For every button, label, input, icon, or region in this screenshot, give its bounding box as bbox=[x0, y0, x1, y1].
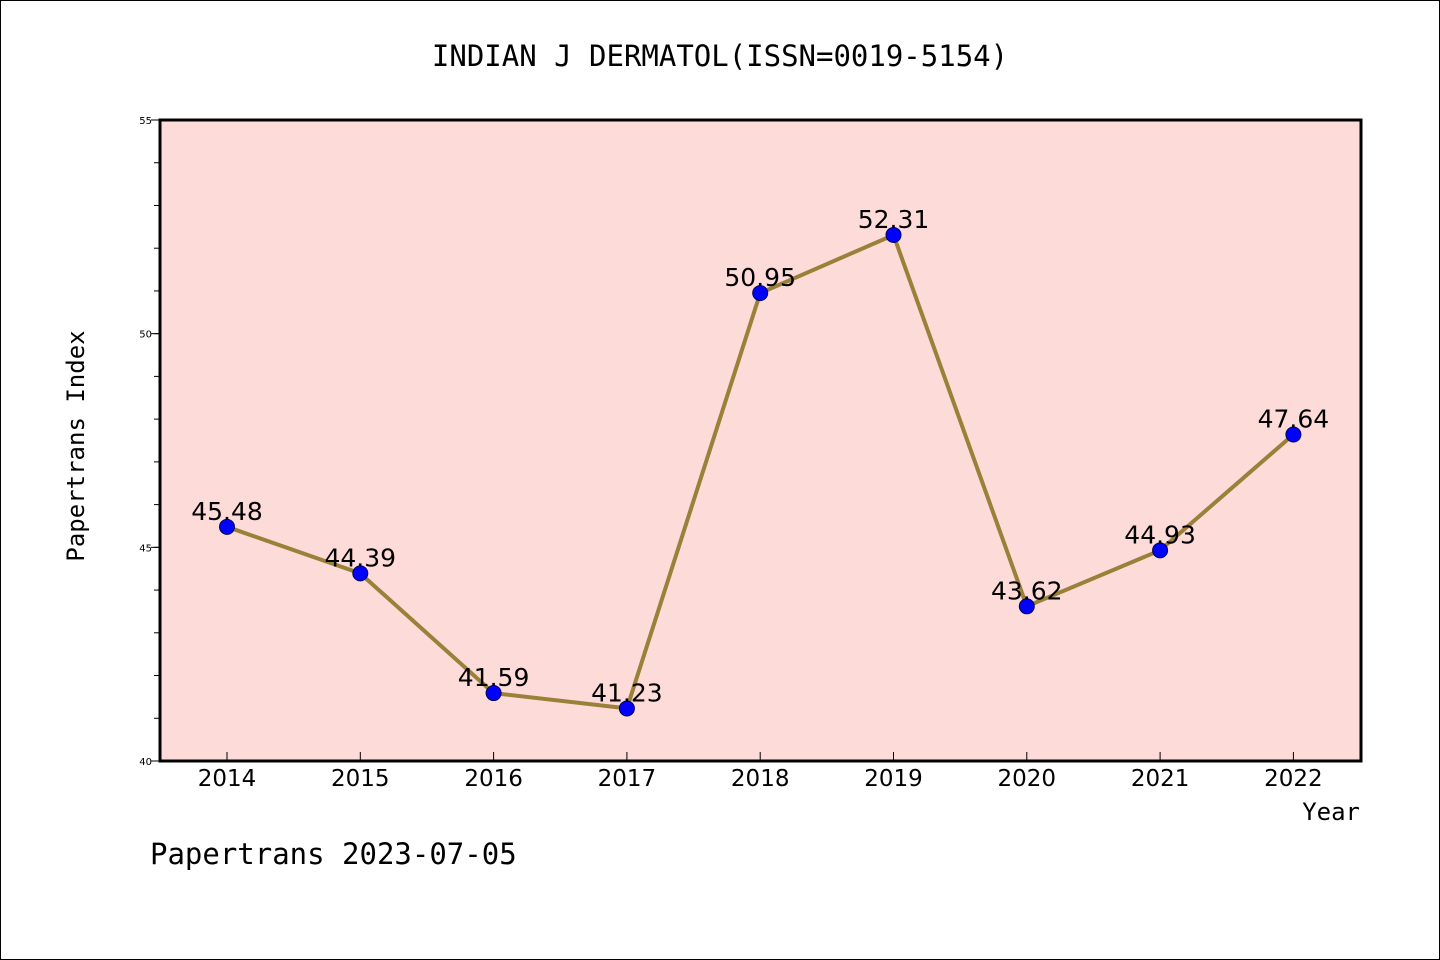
data-label: 41.59 bbox=[458, 663, 530, 692]
y-axis-label: Papertrans Index bbox=[62, 330, 90, 561]
y-tick-label: 45 bbox=[139, 543, 152, 554]
data-label: 52.31 bbox=[858, 205, 930, 234]
y-axis-ticks: 40 45 50 55 bbox=[139, 116, 160, 768]
x-tick-label: 2021 bbox=[1131, 766, 1190, 792]
data-point-marker bbox=[352, 565, 369, 582]
data-point-marker bbox=[1152, 542, 1169, 559]
y-tick-label: 40 bbox=[139, 757, 152, 768]
data-label: 44.39 bbox=[325, 543, 397, 572]
x-axis-label: Year bbox=[1302, 798, 1360, 826]
data-point-marker bbox=[618, 700, 635, 717]
data-labels: 45.48 44.39 41.59 41.23 50.95 52.31 43.62 44.93… bbox=[191, 205, 1329, 707]
footer-stamp: Papertrans 2023-07-05 bbox=[150, 837, 517, 871]
y-tick-label: 50 bbox=[139, 330, 152, 341]
x-axis-ticks: 2014 2015 2016 2017 2018 2019 2020 2021 2022 bbox=[198, 752, 1323, 792]
data-label: 45.48 bbox=[191, 497, 263, 526]
x-tick-label: 2016 bbox=[464, 766, 523, 792]
data-label: 44.93 bbox=[1124, 520, 1196, 549]
data-label: 50.95 bbox=[724, 263, 796, 292]
data-point-marker bbox=[485, 685, 502, 702]
series-markers bbox=[219, 226, 1302, 717]
x-tick-label: 2019 bbox=[864, 766, 923, 792]
x-tick-label: 2022 bbox=[1264, 766, 1323, 792]
y-tick-label: 55 bbox=[139, 116, 152, 127]
x-tick-label: 2020 bbox=[998, 766, 1057, 792]
plot-area bbox=[160, 120, 1361, 761]
data-label: 43.62 bbox=[991, 576, 1063, 605]
data-point-marker bbox=[219, 518, 235, 535]
x-tick-label: 2014 bbox=[198, 766, 257, 792]
x-tick-label: 2017 bbox=[598, 766, 657, 792]
x-tick-label: 2018 bbox=[731, 766, 790, 792]
data-label: 41.23 bbox=[591, 678, 663, 707]
x-tick-label: 2015 bbox=[331, 766, 390, 792]
data-point-marker bbox=[752, 285, 769, 302]
chart-title: INDIAN J DERMATOL(ISSN=0019-5154) bbox=[432, 39, 1008, 73]
data-point-marker bbox=[885, 226, 902, 243]
data-point-marker bbox=[1285, 426, 1302, 443]
data-label: 47.64 bbox=[1258, 405, 1330, 434]
plot-border bbox=[158, 118, 1363, 763]
data-point-marker bbox=[1018, 598, 1035, 615]
